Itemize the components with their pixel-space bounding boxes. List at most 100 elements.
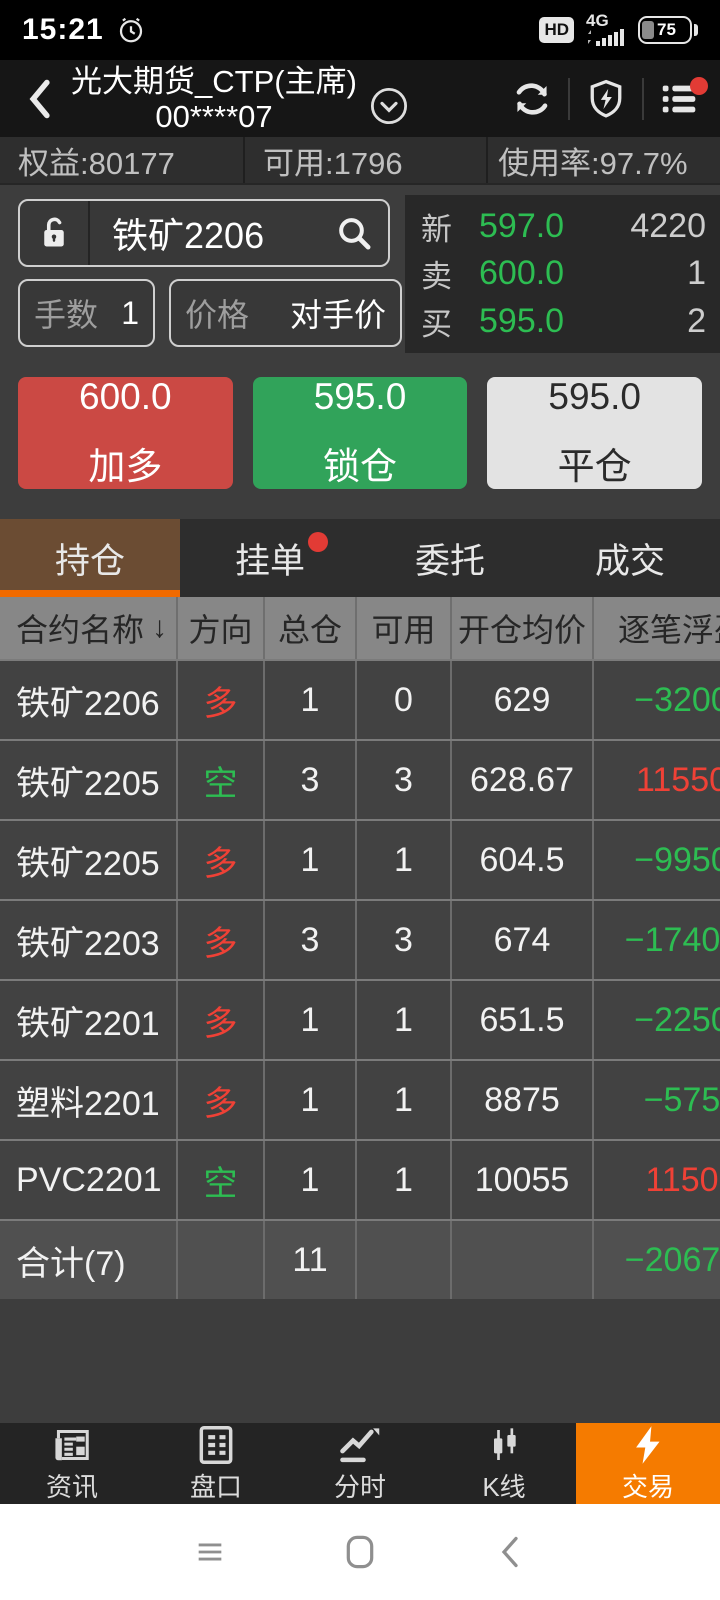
home-button[interactable]: [340, 1532, 380, 1572]
available-position: 3: [357, 901, 452, 979]
news-icon: [50, 1424, 94, 1466]
total-position: 1: [265, 1061, 357, 1139]
table-row[interactable]: 铁矿2205 多 1 1 604.5 −9950: [0, 819, 720, 899]
contract-name: 铁矿2203: [0, 901, 178, 979]
price-field[interactable]: 价格 对手价: [169, 279, 402, 347]
direction: 多: [178, 661, 265, 739]
header-total-position: 总仓: [265, 597, 357, 659]
available-funds-value: 可用:1796: [245, 137, 488, 183]
bid-price: 595.0: [479, 301, 565, 340]
contract-name: 塑料2201: [0, 1061, 178, 1139]
line-chart-icon: [337, 1424, 383, 1466]
last-price-row[interactable]: 新 597.0 4220: [421, 204, 706, 249]
order-entry-panel: 铁矿2206 手数 1 价格 对手价 新 597.0 4220 卖 60: [0, 185, 720, 365]
tab-pending-orders[interactable]: 挂单: [180, 519, 360, 597]
lock-toggle-button[interactable]: [20, 201, 90, 265]
table-row[interactable]: 塑料2201 多 1 1 8875 −575: [0, 1059, 720, 1139]
table-header-row: 合约名称↓ 方向 总仓 可用 开仓均价 逐笔浮盈: [0, 597, 720, 659]
bid-price-row[interactable]: 买 595.0 2: [421, 299, 706, 344]
lightning-icon: [631, 1424, 665, 1466]
hd-volte-icon: HD: [539, 17, 574, 43]
nav-kline[interactable]: K线: [432, 1423, 576, 1504]
refresh-button[interactable]: [506, 69, 558, 129]
recents-button[interactable]: [190, 1532, 230, 1572]
tab-entrusts[interactable]: 委托: [414, 541, 485, 581]
contract-name: 铁矿2205: [0, 741, 178, 819]
close-position-button[interactable]: 595.0 平仓: [487, 376, 703, 489]
available-position: 1: [357, 1141, 452, 1219]
broker-name: 光大期货_CTP(主席): [71, 63, 357, 99]
table-row[interactable]: 铁矿2206 多 1 0 629 −3200: [0, 659, 720, 739]
table-row[interactable]: 铁矿2205 空 3 3 628.67 11550: [0, 739, 720, 819]
equity-value: 权益:80177: [0, 137, 245, 183]
close-position-price: 595.0: [548, 376, 641, 417]
lots-label: 手数: [34, 297, 99, 333]
nav-orderbook[interactable]: 盘口: [144, 1423, 288, 1504]
available-position: 1: [357, 821, 452, 899]
divider: [642, 77, 644, 120]
account-switch-chevron-down-icon[interactable]: [368, 85, 410, 132]
contract-search-box[interactable]: 铁矿2206: [18, 199, 390, 267]
open-avg-price: 674: [452, 901, 594, 979]
nav-trade[interactable]: 交易: [576, 1423, 720, 1504]
last-label: 新: [421, 212, 452, 248]
available-position: 3: [357, 741, 452, 819]
android-nav-bar: [0, 1504, 720, 1600]
lock-position-price: 595.0: [313, 376, 407, 417]
notification-dot: [308, 532, 328, 552]
table-row[interactable]: 铁矿2201 多 1 1 651.5 −2250: [0, 979, 720, 1059]
table-row[interactable]: PVC2201 空 1 1 10055 1150: [0, 1139, 720, 1219]
lots-value: 1: [121, 294, 139, 331]
direction: 多: [178, 1061, 265, 1139]
close-position-label: 平仓: [557, 446, 632, 487]
buy-open-price: 600.0: [79, 376, 172, 417]
floating-pnl: −2250: [634, 1000, 720, 1039]
nav-news[interactable]: 资讯: [0, 1423, 144, 1504]
buy-open-button[interactable]: 600.0 加多: [18, 376, 233, 489]
floating-pnl: 1150: [645, 1160, 719, 1199]
lock-position-button[interactable]: 595.0 锁仓: [252, 376, 468, 489]
cellular-signal-icon: 4G: [586, 12, 626, 46]
lock-position-label: 锁仓: [323, 446, 397, 487]
account-title[interactable]: 光大期货_CTP(主席) 00****07: [66, 64, 362, 134]
android-back-button[interactable]: [490, 1532, 530, 1572]
bid-label: 买: [421, 306, 452, 342]
price-label: 价格: [185, 297, 250, 333]
tab-fills[interactable]: 成交: [594, 541, 665, 581]
bid-volume: 2: [687, 301, 706, 340]
divider: [568, 77, 570, 120]
contract-name: 铁矿2205: [0, 821, 178, 899]
header-contract-name[interactable]: 合约名称 ↓: [0, 597, 178, 659]
tab-positions[interactable]: 持仓: [0, 519, 180, 597]
floating-pnl: −17400: [624, 920, 720, 959]
back-button[interactable]: [14, 69, 66, 129]
battery-icon: 75: [638, 16, 698, 44]
open-avg-price: 628.67: [452, 741, 594, 819]
contract-name: 铁矿2206: [0, 661, 178, 739]
risk-shield-button[interactable]: [580, 69, 632, 129]
available-position: 1: [357, 981, 452, 1059]
lots-field[interactable]: 手数 1: [18, 279, 155, 347]
floating-pnl: −575: [643, 1080, 720, 1119]
direction: 空: [178, 1141, 265, 1219]
price-mode-value: 对手价: [289, 297, 386, 333]
nav-intraday-chart[interactable]: 分时: [288, 1423, 432, 1504]
total-position: 1: [265, 1141, 357, 1219]
table-row[interactable]: 铁矿2203 多 3 3 674 −17400: [0, 899, 720, 979]
table-total-row: 合计(7) 11 −20675: [0, 1219, 720, 1299]
contract-symbol-input[interactable]: 铁矿2206: [112, 215, 265, 256]
order-tabs: 持仓 挂单 委托 成交: [0, 519, 720, 597]
search-icon[interactable]: [334, 213, 374, 253]
floating-pnl: 11550: [635, 760, 720, 799]
account-number-masked: 00****07: [155, 98, 273, 134]
direction: 多: [178, 981, 265, 1059]
buy-open-label: 加多: [88, 446, 163, 487]
open-avg-price: 10055: [452, 1141, 594, 1219]
ask-price-row[interactable]: 卖 600.0 1: [421, 251, 706, 296]
header-available: 可用: [357, 597, 452, 659]
floating-pnl: −9950: [634, 840, 720, 879]
total-position: 1: [265, 981, 357, 1059]
contract-name: PVC2201: [0, 1141, 178, 1219]
quote-panel: 新 597.0 4220 卖 600.0 1 买 595.0 2: [405, 195, 720, 353]
menu-list-button[interactable]: [654, 69, 708, 129]
